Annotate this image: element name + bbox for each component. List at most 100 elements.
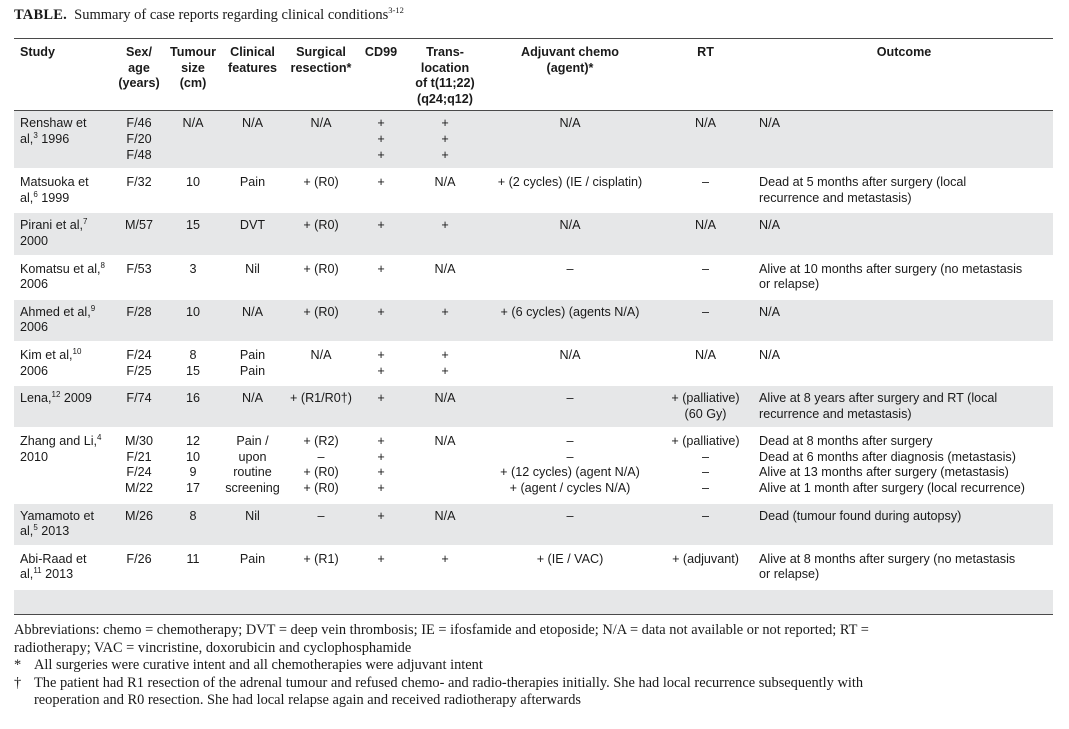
cell-line: Alive at 13 months after surgery (metast… bbox=[759, 465, 1009, 480]
study-line: al,3 1996 bbox=[20, 131, 108, 148]
cell-line: N/A bbox=[695, 218, 716, 233]
study-line: Matsuoka et bbox=[20, 175, 108, 191]
cell-rt: + (palliative) – – – bbox=[656, 428, 755, 504]
cell-rt: – bbox=[656, 255, 755, 300]
study-text: 2006 bbox=[20, 363, 49, 378]
empty-cell bbox=[484, 589, 656, 616]
cell-translocation: + bbox=[406, 545, 484, 591]
header-outcome: Outcome bbox=[755, 37, 1053, 112]
cell-line: – bbox=[566, 508, 574, 523]
cell-line: N/A bbox=[759, 304, 780, 319]
cell-line: + bbox=[377, 347, 385, 362]
cell-line: Dead (tumour found during autopsy) bbox=[759, 508, 962, 523]
cell-line: + bbox=[377, 218, 385, 233]
reference-number: 11 bbox=[33, 566, 42, 576]
study-text: Matsuoka et bbox=[20, 175, 89, 190]
cell-line: or relapse) bbox=[759, 277, 820, 292]
reference-number: 4 bbox=[97, 433, 102, 443]
cell-translocation: N/A bbox=[406, 255, 484, 300]
cell-study: Ahmed et al,9 2006 bbox=[14, 298, 111, 343]
cell-line: + (R0) bbox=[303, 175, 339, 190]
reference-number: 6 bbox=[33, 189, 38, 199]
header-line: (agent)* bbox=[546, 60, 594, 75]
cell-line: + bbox=[377, 147, 385, 162]
cell-line: + bbox=[441, 347, 449, 362]
cell-adjuvant-chemo: – bbox=[484, 385, 656, 430]
cell-rt: – bbox=[656, 169, 755, 214]
cell-study: Pirani et al,7 2000 bbox=[14, 212, 111, 257]
table-body: Renshaw et al,3 1996 F/46 F/20 F/48 N/A N/A N/A… bbox=[14, 110, 1053, 616]
cell-line: routine bbox=[233, 465, 272, 480]
table-row: Komatsu et al,8 2006 F/53 3 Nil + (R0) + N/A – – A… bbox=[14, 255, 1053, 300]
header-surgical-resection: Surgical resection* bbox=[286, 37, 356, 112]
cell-line: + (2 cycles) (IE / cisplatin) bbox=[497, 175, 643, 190]
cell-tumour-size: 10 bbox=[167, 298, 219, 343]
table-row: Abi-Raad et al,11 2013 F/26 11 Pain + (R1) + + +… bbox=[14, 545, 1053, 591]
cell-study: Abi-Raad et al,11 2013 bbox=[14, 545, 111, 591]
cell-study: Lena,12 2009 bbox=[14, 385, 111, 430]
study-year: 1999 bbox=[37, 190, 70, 205]
cell-line: 8 bbox=[189, 508, 197, 523]
cell-line: N/A bbox=[559, 116, 581, 131]
cell-line: – bbox=[701, 481, 709, 496]
cell-line: – bbox=[701, 175, 709, 190]
cell-surgical-resection: + (R0) bbox=[286, 298, 356, 343]
cell-line: – bbox=[566, 261, 574, 276]
cell-line: + bbox=[377, 481, 385, 496]
header-clinical-features: Clinical features bbox=[219, 37, 286, 112]
study-text: 2010 bbox=[20, 449, 49, 464]
reference-number: 7 bbox=[83, 217, 88, 227]
cell-line: M/26 bbox=[125, 508, 153, 523]
cell-line: F/20 bbox=[126, 131, 152, 146]
study-text: Lena, bbox=[20, 391, 52, 406]
cell-line: Alive at 8 months after surgery (no meta… bbox=[759, 551, 1016, 566]
cell-line: 9 bbox=[189, 465, 197, 480]
cell-line: recurrence and metastasis) bbox=[759, 190, 912, 205]
cell-line: + (palliative) bbox=[671, 434, 740, 449]
cell-line: 11 bbox=[186, 551, 200, 566]
cell-sex-age: M/57 bbox=[111, 212, 167, 257]
cell-line: 15 bbox=[185, 218, 200, 233]
cell-line: N/A bbox=[434, 434, 456, 449]
cell-translocation: + + + bbox=[406, 110, 484, 171]
cell-line: – bbox=[317, 508, 325, 523]
table-caption: TABLE. Summary of case reports regarding… bbox=[14, 6, 404, 24]
cell-line: – bbox=[701, 449, 709, 464]
table-row: Renshaw et al,3 1996 F/46 F/20 F/48 N/A N/A N/A… bbox=[14, 110, 1053, 171]
cell-line: + bbox=[377, 304, 385, 319]
cell-line: Pain / bbox=[236, 434, 269, 449]
study-line: Ahmed et al,9 bbox=[20, 304, 108, 321]
cell-line: N/A bbox=[182, 116, 204, 131]
study-text: Renshaw et bbox=[20, 116, 87, 131]
cell-outcome: N/A bbox=[755, 341, 1053, 387]
cell-line: – bbox=[566, 391, 574, 406]
empty-cell bbox=[167, 589, 219, 616]
cell-cd99: + + + bbox=[356, 110, 406, 171]
study-line: al,5 2013 bbox=[20, 524, 108, 540]
cell-line: – bbox=[317, 449, 325, 464]
cell-line: N/A bbox=[759, 347, 780, 362]
cell-clinical-features: Nil bbox=[219, 502, 286, 547]
cell-sex-age: F/46 F/20 F/48 bbox=[111, 110, 167, 171]
cell-translocation: N/A bbox=[406, 169, 484, 214]
table-row: Pirani et al,7 2000 M/57 15 DVT + (R0) + + N/A N/… bbox=[14, 212, 1053, 257]
footnote-dagger-line-2: reoperation and R0 resection. She had lo… bbox=[34, 692, 581, 709]
cell-line: – bbox=[566, 434, 574, 449]
cell-cd99: + bbox=[356, 212, 406, 257]
cell-line: recurrence and metastasis) bbox=[759, 406, 912, 421]
header-line: location bbox=[420, 60, 470, 75]
cell-tumour-size: 11 bbox=[167, 545, 219, 591]
cell-line: + (R0) bbox=[303, 481, 339, 496]
cell-surgical-resection: N/A bbox=[286, 341, 356, 387]
study-text: Abi-Raad et bbox=[20, 551, 87, 566]
header-row: Study Sex/age (years) Tumour size (cm) Clin… bbox=[14, 37, 1053, 112]
study-text: Pirani et al, bbox=[20, 218, 83, 233]
cell-tumour-size: N/A bbox=[167, 110, 219, 171]
cell-cd99: + + + + bbox=[356, 428, 406, 504]
table-row: Lena,12 2009 F/74 16 N/A + (R1/R0†) + N/A – + (p… bbox=[14, 385, 1053, 430]
cell-line: + bbox=[377, 131, 385, 146]
cell-translocation: + + bbox=[406, 341, 484, 387]
cell-sex-age: F/74 bbox=[111, 385, 167, 430]
caption-text: Summary of case reports regarding clinic… bbox=[74, 7, 389, 23]
cell-line: + bbox=[377, 449, 385, 464]
